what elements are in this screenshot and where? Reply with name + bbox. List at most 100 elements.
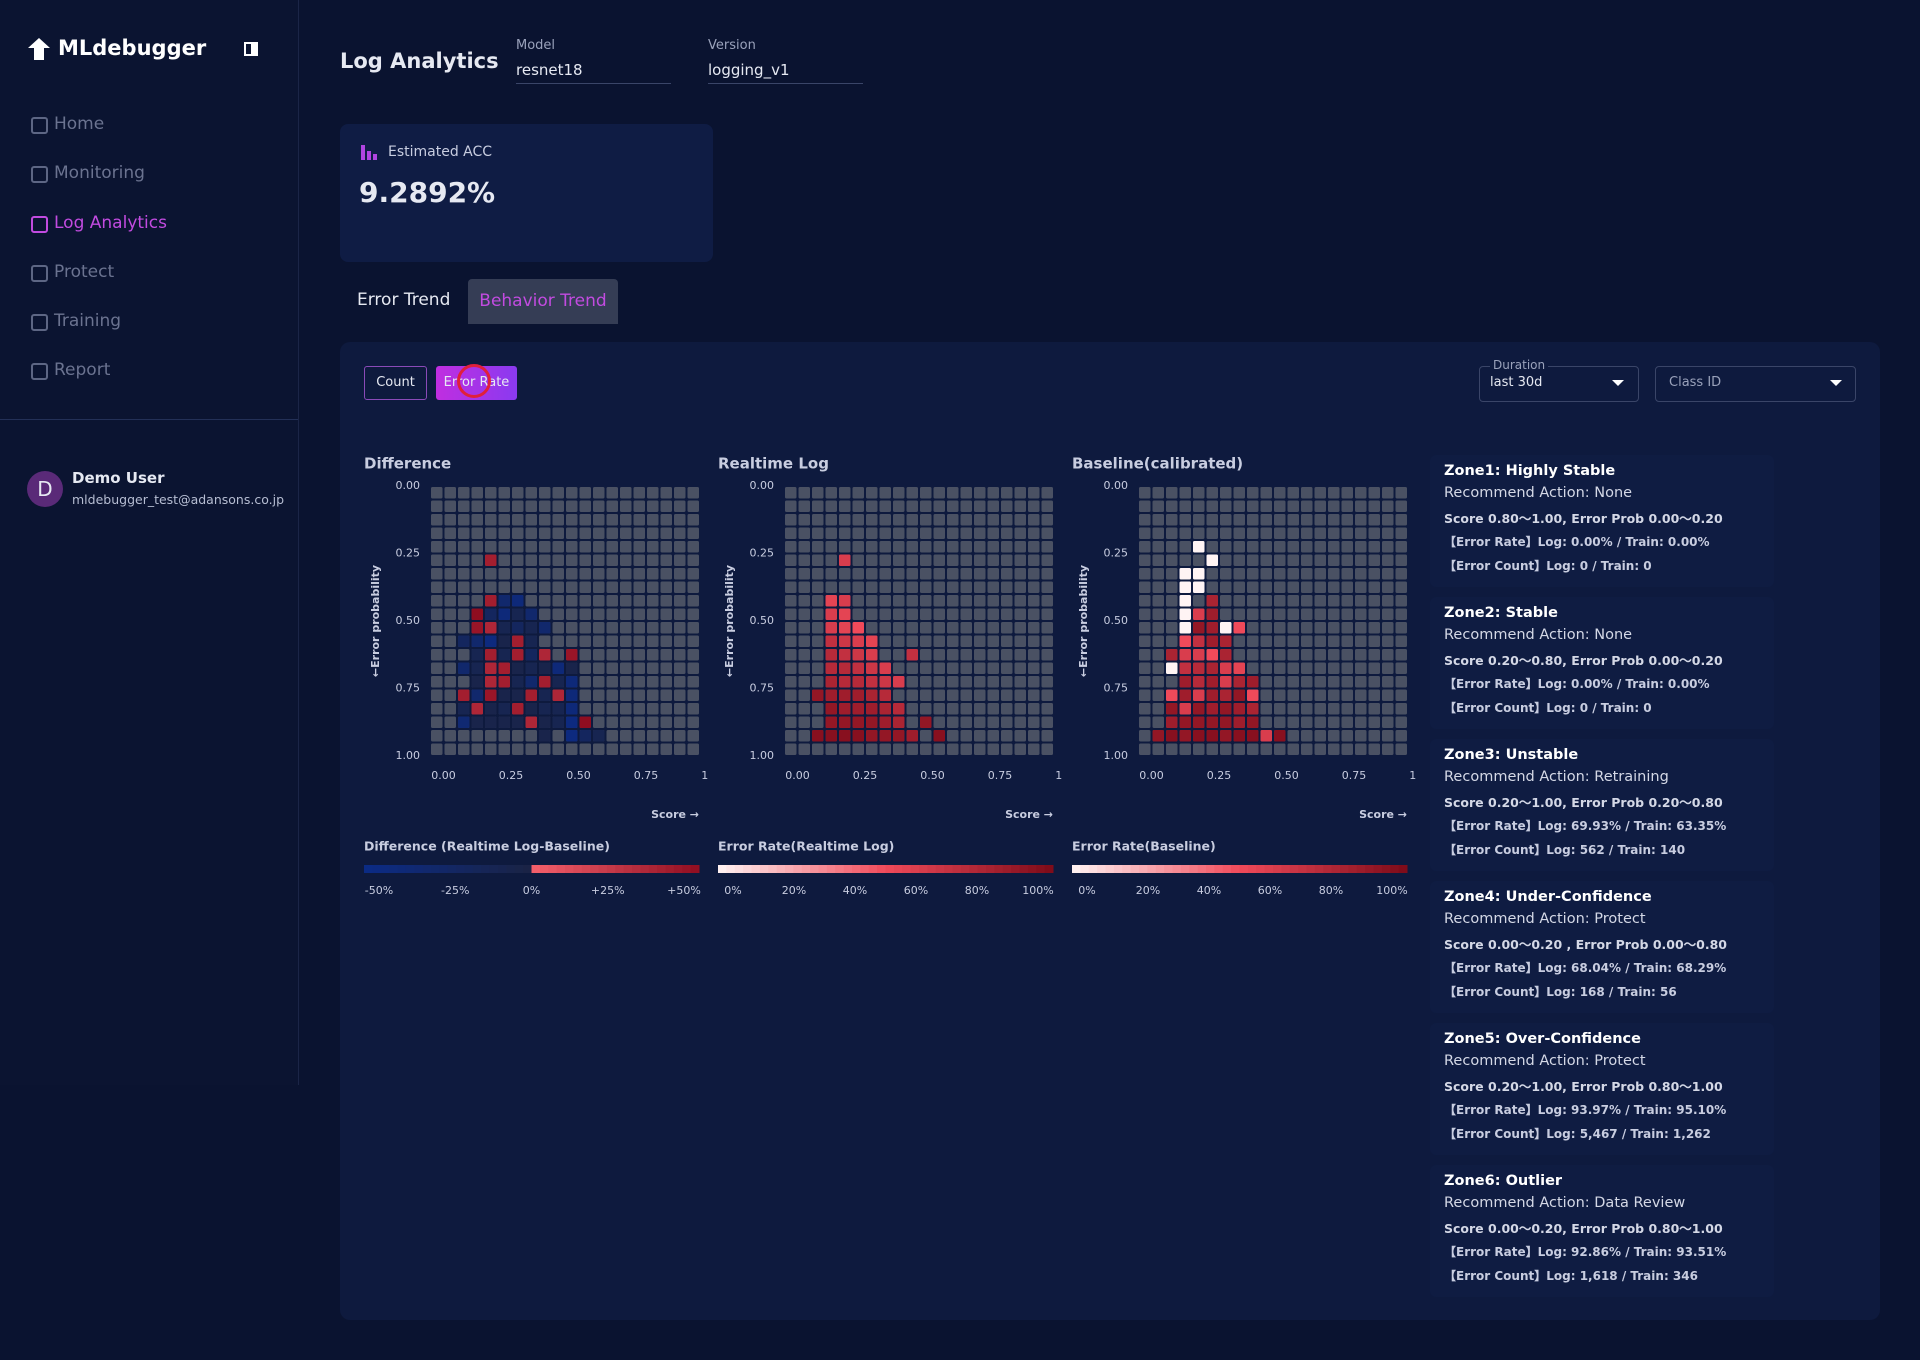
empty-cell	[1041, 541, 1053, 553]
empty-cell	[1287, 716, 1299, 728]
tab[interactable]: Error Trend	[357, 290, 451, 310]
heatmap-cell	[1206, 622, 1218, 634]
empty-cell	[906, 703, 918, 715]
x-tick-label: 0.75	[634, 769, 659, 782]
heatmap-cell	[498, 635, 510, 647]
empty-cell	[512, 500, 524, 512]
empty-cell	[1328, 716, 1340, 728]
heatmap-cell	[498, 622, 510, 634]
nav-item[interactable]: Report	[54, 360, 111, 380]
empty-cell	[1247, 554, 1259, 566]
empty-cell	[947, 487, 959, 499]
empty-cell	[606, 514, 618, 526]
empty-cell	[1382, 676, 1394, 688]
empty-cell	[987, 527, 999, 539]
empty-cell	[444, 689, 456, 701]
empty-cell	[1301, 662, 1313, 674]
heatmap-cell	[552, 703, 564, 715]
empty-cell	[566, 541, 578, 553]
empty-cell	[1314, 541, 1326, 553]
zone-title: Zone5: Over-Confidence	[1444, 1030, 1641, 1047]
empty-cell	[539, 743, 551, 755]
empty-cell	[647, 730, 659, 742]
colorbar-tick-label: 80%	[965, 884, 989, 897]
empty-cell	[906, 541, 918, 553]
empty-cell	[1001, 743, 1013, 755]
nav-icon	[31, 314, 48, 331]
empty-cell	[593, 662, 605, 674]
empty-cell	[1014, 635, 1026, 647]
empty-cell	[431, 649, 443, 661]
avatar: D	[27, 471, 63, 507]
empty-cell	[1014, 676, 1026, 688]
zone-error-count: 【Error Count】Log: 562 / Train: 140	[1444, 843, 1686, 858]
empty-cell	[1274, 635, 1286, 647]
empty-cell	[444, 500, 456, 512]
nav-item[interactable]: Home	[54, 114, 105, 134]
colorbar-segment	[1122, 865, 1132, 873]
colorbar-segment	[852, 865, 861, 873]
empty-cell	[647, 662, 659, 674]
heatmap-cell	[525, 635, 537, 647]
colorbar-segment	[431, 865, 440, 873]
y-axis-label: ←Error probability	[369, 565, 382, 677]
empty-cell	[1152, 716, 1164, 728]
empty-cell	[798, 689, 810, 701]
colorbar-segment	[1247, 865, 1257, 873]
duration-select[interactable]	[1479, 366, 1639, 402]
empty-cell	[852, 595, 864, 607]
empty-cell	[431, 622, 443, 634]
empty-cell	[933, 487, 945, 499]
version-select[interactable]: logging_v1	[708, 61, 863, 84]
empty-cell	[1166, 541, 1178, 553]
empty-cell	[566, 487, 578, 499]
colorbar-tick-label: +50%	[667, 884, 701, 897]
zone-error-count: 【Error Count】Log: 1,618 / Train: 346	[1444, 1269, 1698, 1284]
tab-active[interactable]: Behavior Trend	[468, 279, 618, 324]
collapse-button[interactable]	[244, 42, 260, 56]
empty-cell	[1328, 649, 1340, 661]
toggle-button[interactable]: Count	[364, 366, 427, 400]
colorbar-segment	[1036, 865, 1046, 873]
empty-cell	[1341, 689, 1353, 701]
empty-cell	[906, 662, 918, 674]
empty-cell	[1368, 487, 1380, 499]
class-select[interactable]	[1655, 366, 1856, 402]
empty-cell	[647, 581, 659, 593]
empty-cell	[852, 527, 864, 539]
model-select[interactable]: resnet18	[516, 61, 671, 84]
empty-cell	[974, 500, 986, 512]
empty-cell	[1395, 703, 1407, 715]
empty-cell	[1355, 514, 1367, 526]
empty-cell	[1193, 743, 1205, 755]
empty-cell	[1355, 676, 1367, 688]
heatmap-cell	[839, 595, 851, 607]
nav-item[interactable]: Log Analytics	[54, 213, 167, 233]
colorbar-segment	[389, 865, 398, 873]
empty-cell	[1368, 649, 1380, 661]
heatmap-cell	[906, 730, 918, 742]
empty-cell	[947, 716, 959, 728]
empty-cell	[785, 595, 797, 607]
x-axis-label: Score →	[1005, 808, 1053, 821]
empty-cell	[1355, 568, 1367, 580]
empty-cell	[879, 743, 891, 755]
empty-cell	[566, 554, 578, 566]
empty-cell	[1382, 743, 1394, 755]
nav-item[interactable]: Protect	[54, 262, 115, 282]
nav-item[interactable]: Monitoring	[54, 163, 145, 183]
empty-cell	[687, 554, 699, 566]
x-tick-label: 0.00	[785, 769, 810, 782]
empty-cell	[1028, 487, 1040, 499]
empty-cell	[1355, 541, 1367, 553]
empty-cell	[920, 608, 932, 620]
empty-cell	[431, 595, 443, 607]
empty-cell	[1382, 716, 1394, 728]
empty-cell	[1139, 514, 1151, 526]
empty-cell	[687, 649, 699, 661]
empty-cell	[960, 608, 972, 620]
nav-item[interactable]: Training	[54, 311, 122, 331]
heatmap-cell	[1179, 608, 1191, 620]
empty-cell	[1001, 568, 1013, 580]
heatmap-cell	[866, 703, 878, 715]
